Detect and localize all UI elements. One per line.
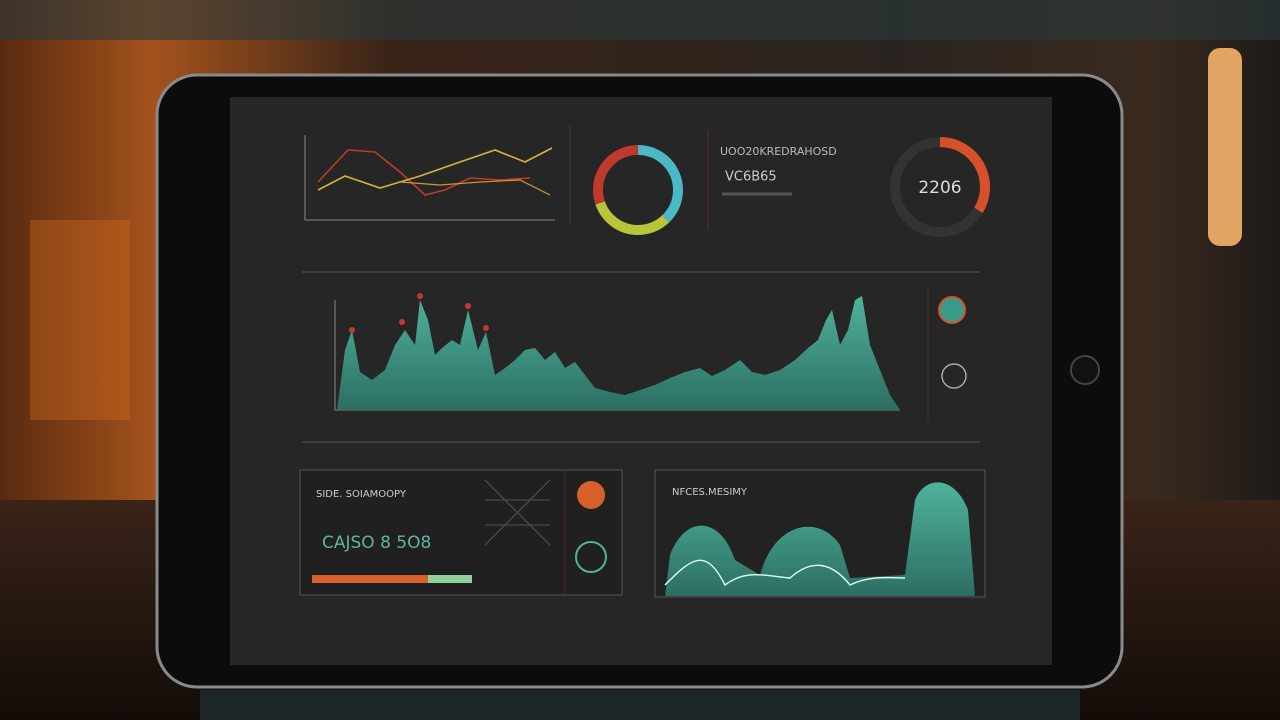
marker: [399, 319, 405, 325]
donut-segment: [593, 145, 683, 235]
gauge-arc: [890, 137, 990, 237]
panel-title: UOO20KREDRAHOSD: [720, 145, 837, 158]
icon: [575, 541, 607, 573]
network-graphic: [484, 479, 551, 546]
line: [664, 559, 906, 587]
progress-bar: [428, 575, 472, 583]
icon: [941, 363, 967, 389]
ceiling: [0, 0, 1280, 40]
lamp: [1208, 48, 1242, 246]
marker: [483, 325, 489, 331]
panel-title: NFCES.MESIMY: [672, 487, 748, 498]
gauge-label: 2206: [918, 178, 961, 198]
area: [337, 296, 900, 410]
panel-subtitle: VC6B65: [725, 170, 777, 185]
red-line: [317, 149, 531, 196]
marker: [465, 303, 471, 309]
peak-markers: [349, 293, 489, 333]
marker: [417, 293, 423, 299]
area: [665, 482, 975, 596]
donut: [593, 145, 683, 235]
icon: [938, 296, 966, 324]
line-chart: [304, 135, 555, 221]
donut-segment: [593, 145, 683, 235]
yellow-line: [399, 179, 551, 196]
keyboard: [200, 690, 1080, 720]
yellow-line: [317, 147, 553, 191]
progress-bar: [312, 575, 428, 583]
home-button[interactable]: [1070, 355, 1100, 385]
panel-value: CAJSO 8 5O8: [322, 533, 431, 553]
marker: [349, 327, 355, 333]
panel-title: SIDE. SOIAMOOPY: [316, 489, 407, 500]
panel: [299, 469, 623, 596]
icon: [577, 481, 605, 509]
glow: [30, 220, 130, 420]
